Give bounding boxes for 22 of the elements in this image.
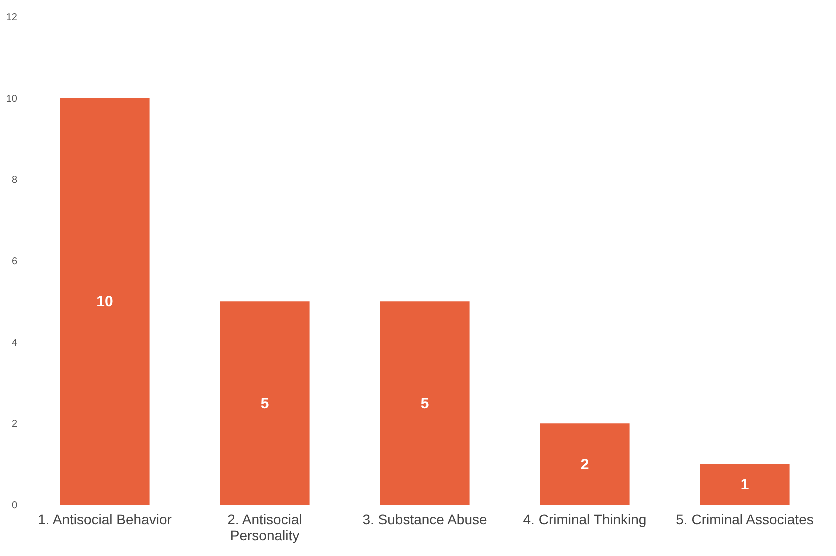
data-label: 5	[260, 395, 270, 412]
bar	[380, 302, 470, 505]
y-tick-label: 10	[6, 94, 18, 105]
x-tick-label: 4. Criminal Thinking	[523, 512, 647, 528]
bar	[540, 424, 630, 505]
data-label: 1	[740, 476, 750, 494]
bar	[60, 98, 150, 505]
bar	[220, 302, 310, 505]
y-tick-label: 6	[12, 256, 18, 268]
y-tick-label: 12	[6, 12, 18, 24]
x-tick-label: 3. Substance Abuse	[362, 512, 488, 528]
data-label: 10	[96, 294, 114, 311]
y-tick-label: 4	[12, 338, 18, 349]
x-tick-label: 1. Antisocial Behavior	[38, 512, 172, 528]
y-tick-label: 2	[12, 419, 18, 430]
data-label: 2	[580, 456, 590, 474]
x-tick-label: 2. Antisocial Personality	[228, 512, 302, 544]
bar	[700, 464, 790, 505]
y-tick-label: 0	[12, 500, 18, 512]
data-label: 5	[420, 395, 430, 412]
x-tick-label: 5. Criminal Associates	[676, 512, 814, 528]
y-tick-label: 8	[12, 175, 18, 186]
